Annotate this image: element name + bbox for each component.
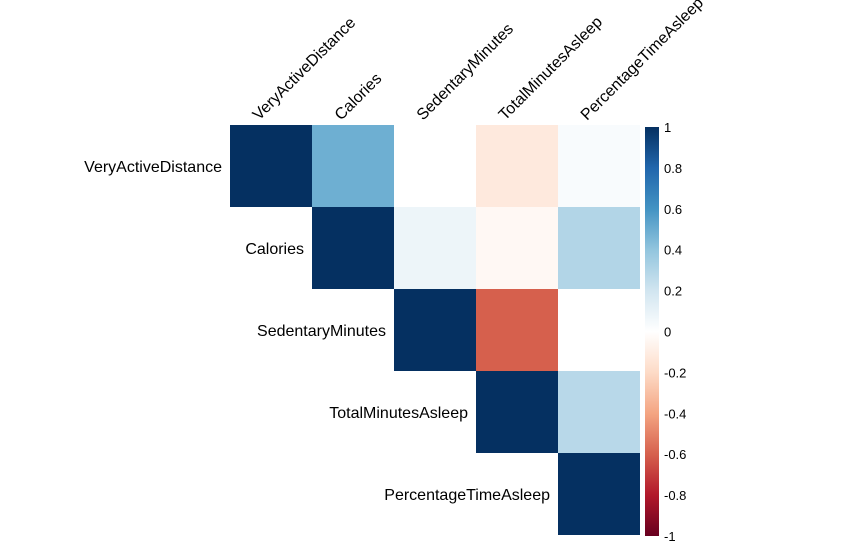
row-label-percentage-time-asleep: PercentageTimeAsleep xyxy=(384,487,550,504)
colorbar: 1 0.8 0.6 0.4 0.2 0 -0.2 -0.4 -0.6 -0.8 -1 xyxy=(645,120,686,544)
row-label-very-active-distance: VeryActiveDistance xyxy=(84,159,222,176)
row-label-sedentary-minutes: SedentaryMinutes xyxy=(257,323,386,340)
heatmap-cell-total-minutes-asleep-percentage-time-asleep xyxy=(558,371,640,453)
heatmap-cell-calories-calories xyxy=(312,207,394,289)
heatmap-cell-percentage-time-asleep-percentage-time-asleep xyxy=(558,453,640,535)
colorbar-tick-label: -0.6 xyxy=(664,447,686,462)
colorbar-tick-label: -0.2 xyxy=(664,365,686,380)
row-labels: VeryActiveDistance Calories SedentaryMinut… xyxy=(84,159,550,504)
colorbar-tick-label: 0.6 xyxy=(664,202,682,217)
heatmap-cell-sedentary-minutes-total-minutes-asleep xyxy=(476,289,558,371)
colorbar-tick-label: 0.8 xyxy=(664,161,682,176)
heatmap-cells xyxy=(230,125,640,535)
heatmap-cell-total-minutes-asleep-total-minutes-asleep xyxy=(476,371,558,453)
colorbar-tick-label: 1 xyxy=(664,120,671,135)
heatmap-cell-very-active-distance-percentage-time-asleep xyxy=(558,125,640,207)
column-label-calories: Calories xyxy=(332,70,386,124)
heatmap-cell-calories-percentage-time-asleep xyxy=(558,207,640,289)
heatmap-cell-very-active-distance-sedentary-minutes xyxy=(394,125,476,207)
colorbar-tick-label: 0 xyxy=(664,325,671,340)
colorbar-tick-label: -0.4 xyxy=(664,406,686,421)
heatmap-cell-very-active-distance-total-minutes-asleep xyxy=(476,125,558,207)
heatmap-cell-calories-sedentary-minutes xyxy=(394,207,476,289)
heatmap-cell-sedentary-minutes-percentage-time-asleep xyxy=(558,289,640,371)
heatmap-cell-sedentary-minutes-sedentary-minutes xyxy=(394,289,476,371)
colorbar-gradient xyxy=(645,127,659,536)
row-label-total-minutes-asleep: TotalMinutesAsleep xyxy=(329,405,468,422)
row-label-calories: Calories xyxy=(245,241,304,258)
heatmap-cell-very-active-distance-calories xyxy=(312,125,394,207)
colorbar-tick-label: -1 xyxy=(664,529,676,544)
heatmap-cell-calories-total-minutes-asleep xyxy=(476,207,558,289)
heatmap-cell-very-active-distance-very-active-distance xyxy=(230,125,312,207)
colorbar-tick-label: 0.4 xyxy=(664,243,682,258)
colorbar-tick-label: -0.8 xyxy=(664,488,686,503)
colorbar-tick-label: 0.2 xyxy=(664,284,682,299)
